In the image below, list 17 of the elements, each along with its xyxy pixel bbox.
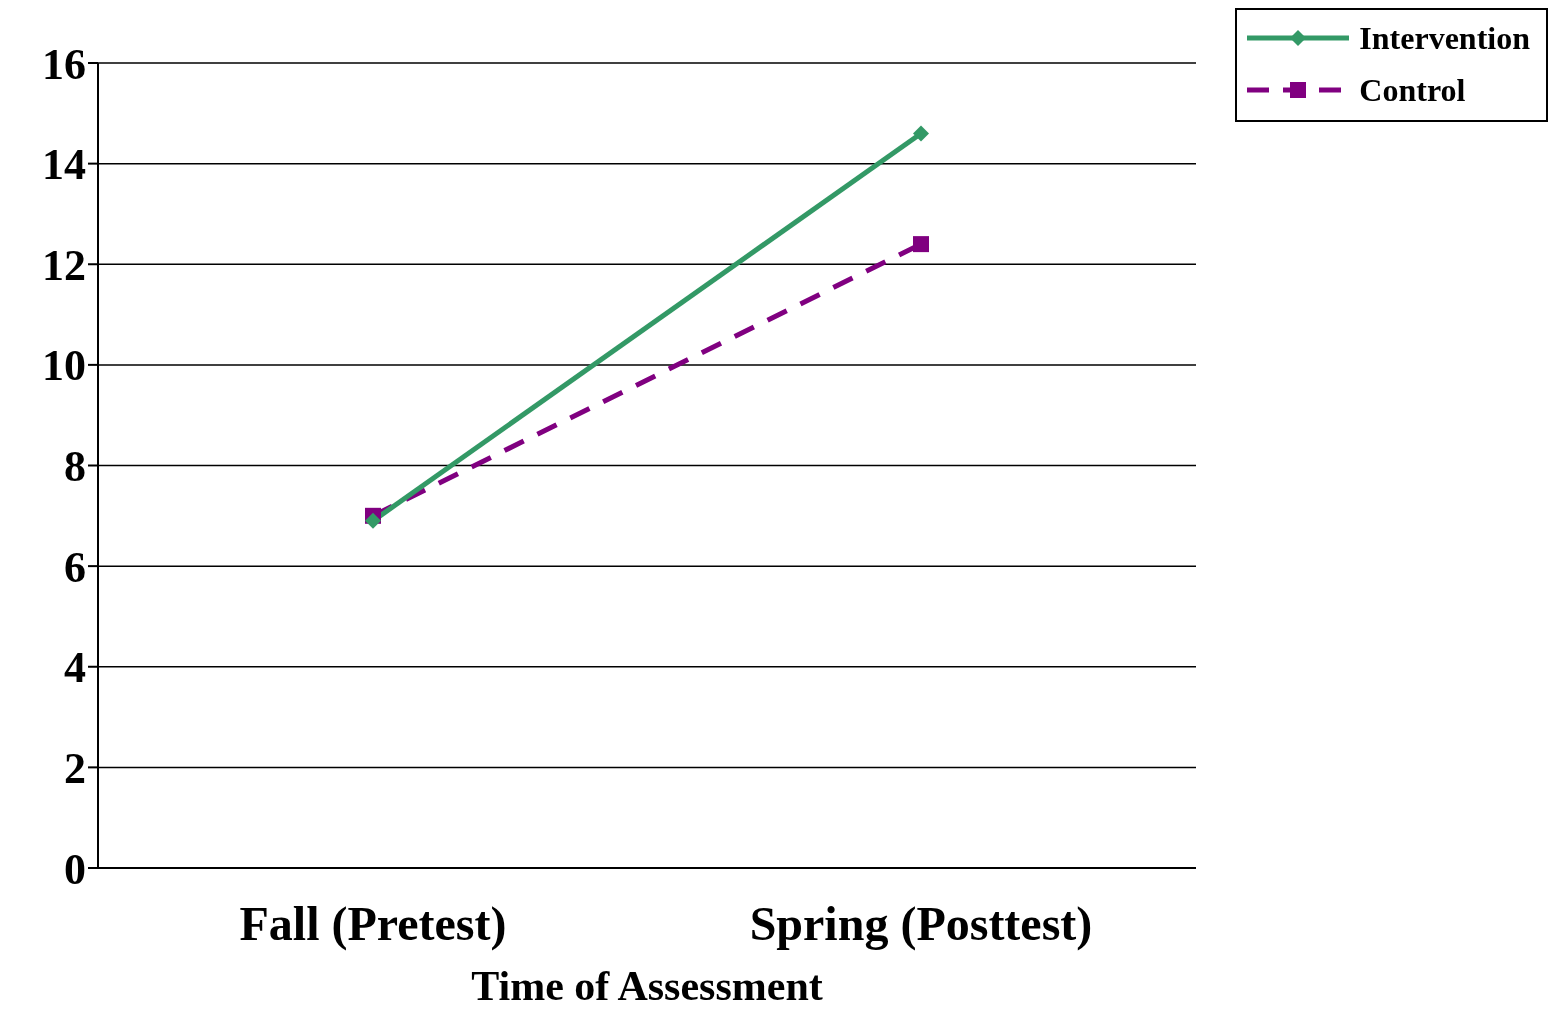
point: [913, 236, 929, 253]
x-tick-label: Spring (Posttest): [749, 897, 1093, 952]
y-tick-label: 0: [64, 844, 86, 894]
point: [365, 512, 381, 529]
y-tick-label: 12: [42, 240, 86, 290]
y-tick-label: 6: [64, 542, 86, 592]
y-tick-label: 14: [42, 140, 86, 190]
y-tick-label: 2: [64, 743, 86, 793]
point: [913, 125, 929, 142]
y-tick-label: 16: [42, 39, 86, 89]
legend-label: Control: [1359, 71, 1466, 109]
x-tick-label: Fall (Pretest): [239, 897, 507, 952]
y-tick-label: 4: [64, 643, 86, 693]
x-axis-title: Time of Assessment: [471, 963, 823, 1009]
y-tick-label: 10: [42, 341, 86, 391]
legend-label: Intervention: [1359, 19, 1530, 57]
y-tick-label: 8: [64, 442, 86, 492]
